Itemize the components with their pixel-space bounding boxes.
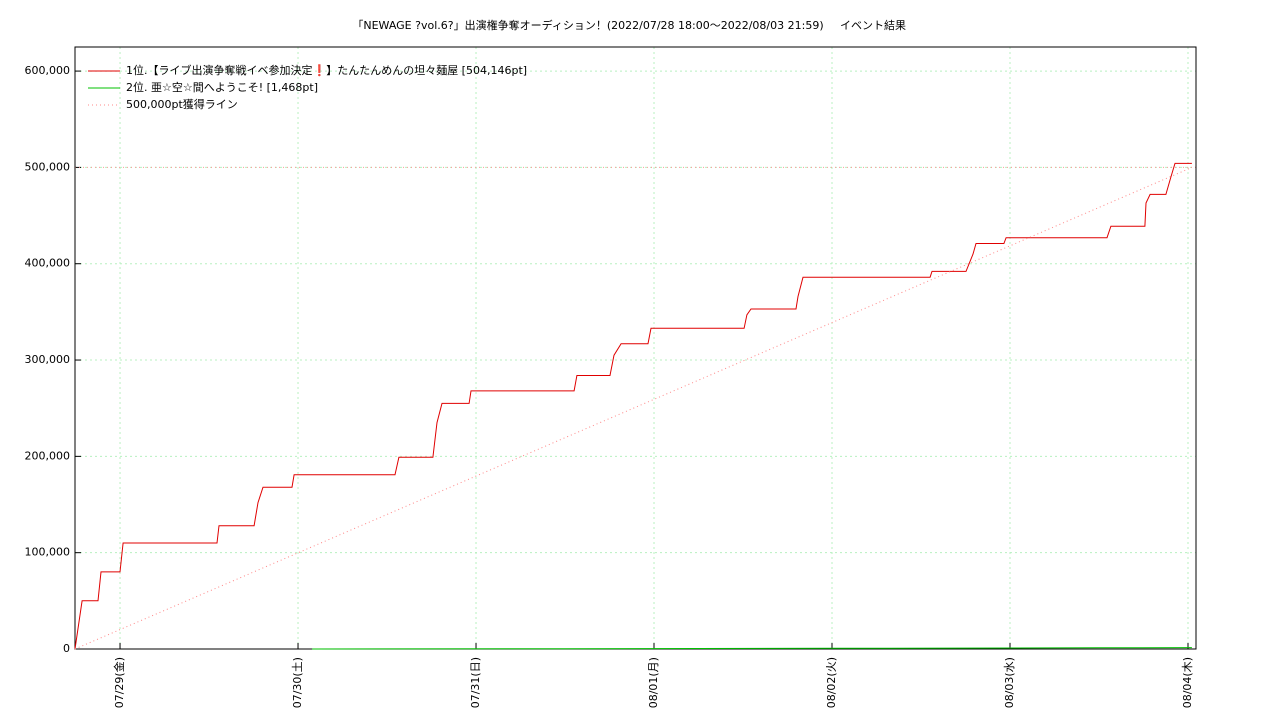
x-tick-label: 08/04(木) xyxy=(1181,657,1194,708)
x-tick-label: 08/01(月) xyxy=(647,657,660,708)
y-tick-label: 600,000 xyxy=(25,64,71,77)
y-tick-label: 0 xyxy=(63,642,70,655)
x-tick-label: 07/31(日) xyxy=(469,657,482,708)
x-tick-label: 08/03(水) xyxy=(1003,657,1016,708)
plot-frame xyxy=(74,46,1197,650)
y-tick-label: 300,000 xyxy=(25,353,71,366)
legend-label: 1位.【ライブ出演争奪戦イベ参加決定❗】たんたんめんの坦々麺屋 [504,146… xyxy=(126,63,527,77)
legend-label: 2位. 亜☆空☆間へようこそ! [1,468pt] xyxy=(126,80,318,94)
y-tick-label: 500,000 xyxy=(25,160,71,173)
y-tick-label: 200,000 xyxy=(25,449,71,462)
chart-subtitle: イベント結果 xyxy=(840,18,906,32)
series-line xyxy=(312,647,1192,650)
legend-label: 500,000pt獲得ライン xyxy=(126,98,238,111)
x-tick-label: 07/30(土) xyxy=(291,657,304,708)
series-line xyxy=(74,166,1193,650)
y-tick-label: 100,000 xyxy=(25,546,71,559)
x-tick-label: 07/29(金) xyxy=(112,657,126,708)
y-tick-label: 400,000 xyxy=(25,257,71,270)
series-line xyxy=(74,162,1192,650)
chart-title: 「NEWAGE ?vol.6?」出演権争奪オーディション！(2022/07/28… xyxy=(352,18,823,32)
x-tick-label: 08/02(火) xyxy=(825,657,838,708)
